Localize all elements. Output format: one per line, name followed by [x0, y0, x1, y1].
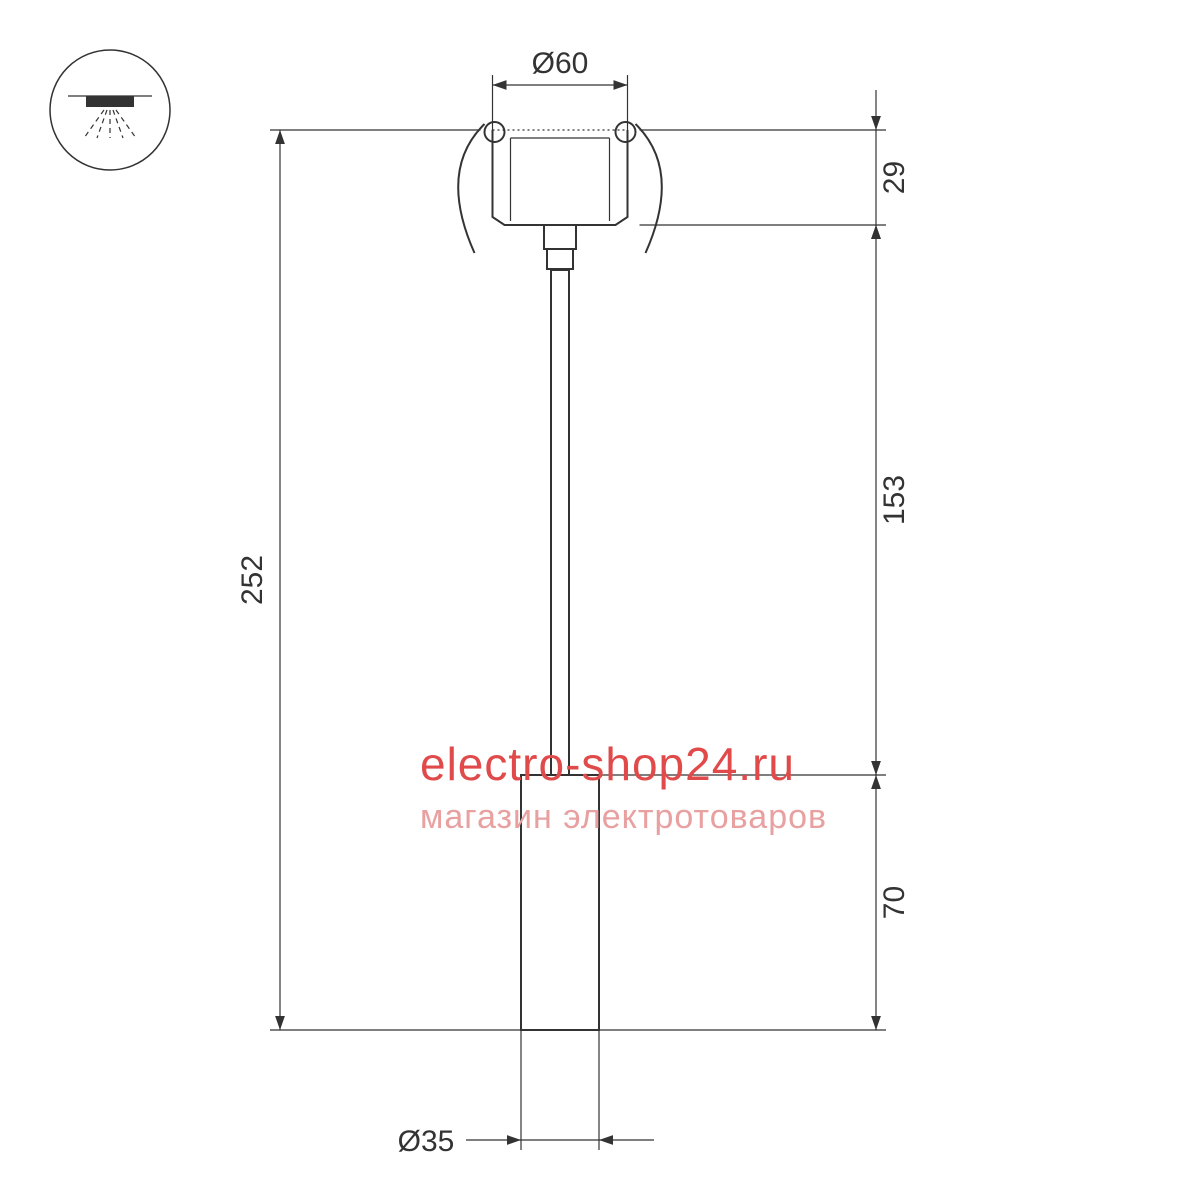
svg-text:70: 70 [878, 886, 911, 919]
svg-text:electro-shop24.ru: electro-shop24.ru [420, 738, 795, 790]
svg-text:153: 153 [878, 475, 911, 525]
svg-text:252: 252 [236, 555, 269, 605]
svg-text:магазин электротоваров: магазин электротоваров [420, 798, 827, 836]
svg-text:Ø60: Ø60 [532, 47, 589, 80]
svg-text:29: 29 [878, 161, 911, 194]
svg-text:Ø35: Ø35 [398, 1125, 455, 1158]
